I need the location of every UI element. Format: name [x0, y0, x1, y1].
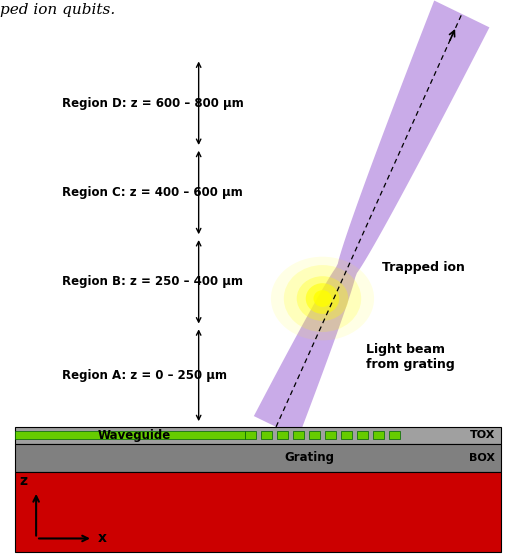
Text: ped ion qubits.: ped ion qubits. [0, 3, 115, 17]
Bar [309, 431, 320, 439]
Text: TOX: TOX [470, 430, 495, 440]
Text: Si: Si [248, 502, 268, 522]
Bar [15, 427, 501, 444]
Bar [373, 431, 384, 439]
Text: z: z [19, 474, 27, 488]
Bar [15, 431, 245, 439]
Bar [277, 431, 288, 439]
Ellipse shape [284, 265, 361, 332]
Text: x: x [98, 531, 107, 546]
Text: Region D: z = 600 – 800 μm: Region D: z = 600 – 800 μm [62, 97, 244, 110]
Bar [15, 444, 501, 472]
Text: Trapped ion: Trapped ion [382, 261, 465, 275]
Text: BOX: BOX [470, 453, 495, 463]
Bar [293, 431, 304, 439]
Text: Region B: z = 250 – 400 μm: Region B: z = 250 – 400 μm [62, 275, 243, 288]
Text: Grating: Grating [285, 451, 334, 464]
Ellipse shape [271, 257, 374, 340]
Text: Region A: z = 0 – 250 μm: Region A: z = 0 – 250 μm [62, 369, 227, 382]
Bar [325, 431, 336, 439]
Bar [341, 431, 352, 439]
Polygon shape [254, 1, 489, 437]
Bar [389, 431, 400, 439]
Bar [245, 431, 256, 439]
Text: Waveguide: Waveguide [98, 429, 171, 442]
Text: Region C: z = 400 – 600 μm: Region C: z = 400 – 600 μm [62, 186, 243, 199]
Bar [261, 431, 272, 439]
Text: Light beam
from grating: Light beam from grating [366, 343, 455, 371]
Ellipse shape [297, 276, 348, 321]
Ellipse shape [314, 290, 331, 307]
Ellipse shape [305, 283, 340, 314]
Bar [15, 472, 501, 552]
Bar [357, 431, 368, 439]
